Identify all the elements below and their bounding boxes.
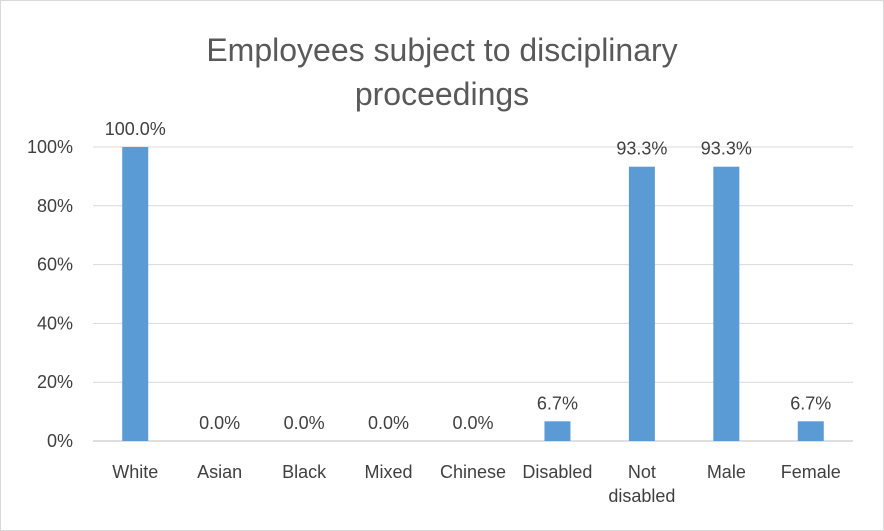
data-label: 6.7% bbox=[537, 393, 578, 413]
bar-0 bbox=[122, 147, 149, 441]
x-category-label: Disabled bbox=[522, 462, 592, 482]
x-category-label: Female bbox=[781, 462, 841, 482]
y-tick-label: 100% bbox=[27, 137, 73, 157]
chart-title-line-2: proceedings bbox=[355, 76, 529, 112]
x-category-label: disabled bbox=[608, 486, 675, 506]
y-tick-label: 60% bbox=[37, 255, 73, 275]
data-label: 0.0% bbox=[452, 413, 493, 433]
bar-6 bbox=[628, 166, 655, 441]
bar-5 bbox=[544, 421, 571, 441]
y-tick-label: 40% bbox=[37, 313, 73, 333]
x-category-label: Chinese bbox=[440, 462, 506, 482]
data-label: 0.0% bbox=[284, 413, 325, 433]
data-label: 0.0% bbox=[199, 413, 240, 433]
x-category-label: Asian bbox=[197, 462, 242, 482]
bar-7 bbox=[713, 166, 740, 441]
data-label: 93.3% bbox=[616, 139, 667, 159]
x-category-label: Mixed bbox=[365, 462, 413, 482]
y-tick-label: 20% bbox=[37, 372, 73, 392]
x-category-label: Black bbox=[282, 462, 327, 482]
y-tick-label: 0% bbox=[47, 431, 73, 451]
x-category-label: White bbox=[112, 462, 158, 482]
y-axis-ticks: 0% 20% 40% 60% 80% 100% bbox=[27, 137, 73, 451]
y-tick-label: 80% bbox=[37, 196, 73, 216]
x-category-label: Male bbox=[707, 462, 746, 482]
chart-title-line-1: Employees subject to disciplinary bbox=[206, 32, 677, 68]
bar-8 bbox=[797, 421, 824, 441]
data-label: 100.0% bbox=[105, 119, 166, 139]
data-label: 0.0% bbox=[368, 413, 409, 433]
data-labels: 100.0% 0.0% 0.0% 0.0% 0.0% 6.7% 93.3% 93.3% 6.7% bbox=[105, 119, 832, 433]
x-category-label: Not bbox=[628, 462, 656, 482]
bars bbox=[122, 147, 824, 441]
data-label: 6.7% bbox=[790, 393, 831, 413]
x-axis-categories: White Asian Black Mixed Chinese Disabled Not di… bbox=[112, 462, 841, 506]
data-label: 93.3% bbox=[701, 139, 752, 159]
